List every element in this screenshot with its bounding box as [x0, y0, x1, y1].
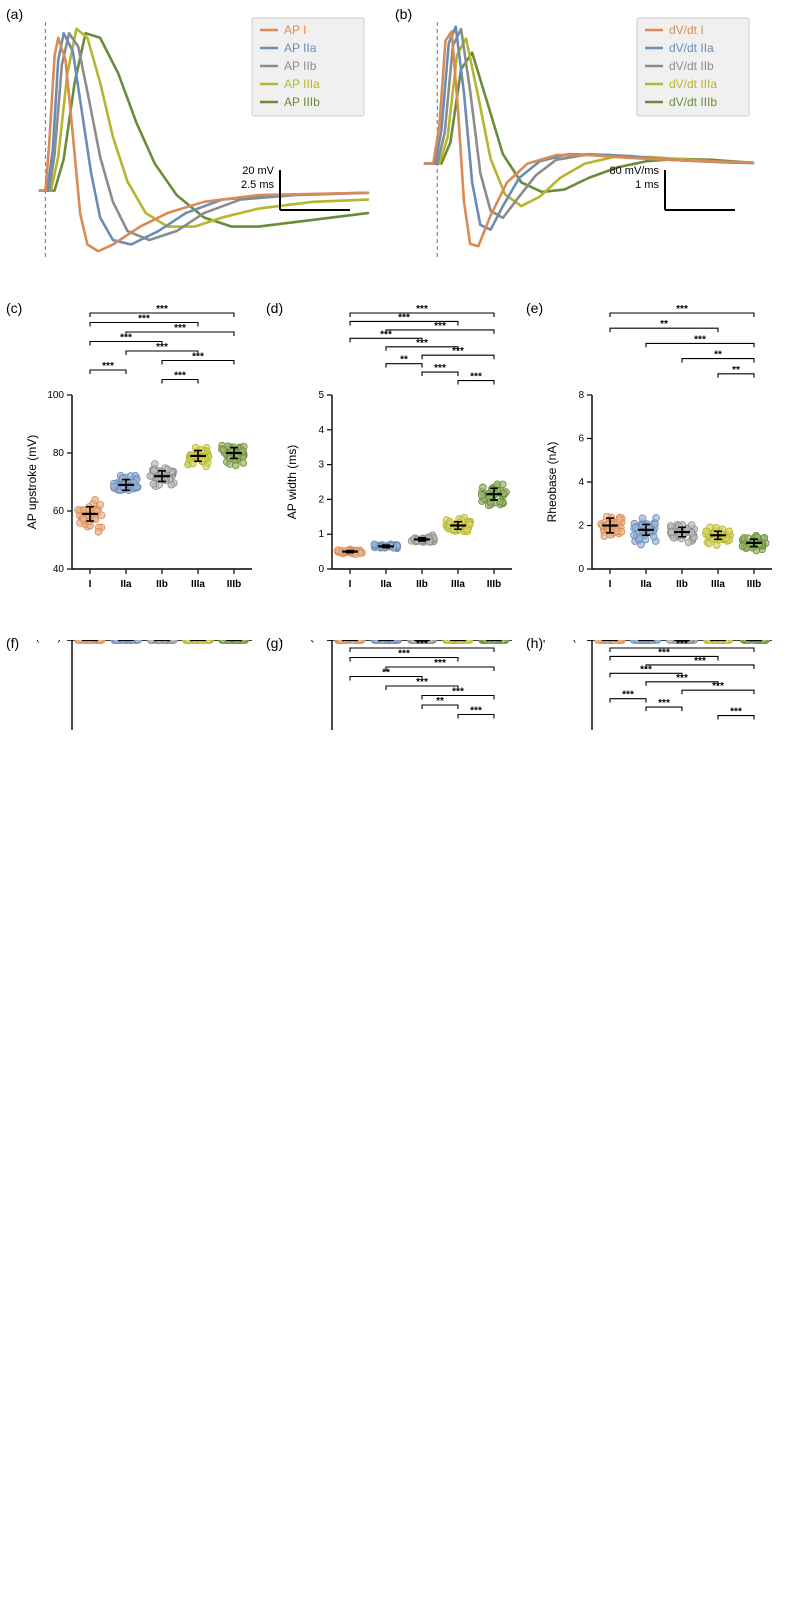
svg-text:***: *** — [676, 305, 688, 315]
svg-text:***: *** — [452, 346, 464, 357]
svg-text:80: 80 — [53, 448, 65, 459]
svg-text:**: ** — [660, 319, 668, 330]
strip-panel-d: 012345IIIaIIbIIIaIIIbAP width (ms)******… — [280, 305, 520, 605]
svg-text:***: *** — [434, 363, 446, 374]
svg-text:IIb: IIb — [676, 579, 688, 590]
svg-text:1 ms: 1 ms — [635, 179, 659, 191]
svg-text:**: ** — [714, 350, 722, 361]
svg-text:8: 8 — [578, 390, 584, 401]
svg-text:***: *** — [120, 333, 132, 344]
svg-text:I: I — [89, 579, 92, 590]
svg-text:**: ** — [732, 365, 740, 376]
strip-panel-e: 02468IIIaIIbIIIaIIIbRheobase (nA)*******… — [540, 305, 780, 605]
svg-text:***: *** — [156, 305, 168, 315]
svg-text:Rheobase (nA): Rheobase (nA) — [545, 442, 559, 523]
svg-text:***: *** — [380, 329, 392, 340]
svg-text:60: 60 — [53, 506, 65, 517]
svg-text:dV/dt IIa: dV/dt IIa — [669, 41, 714, 55]
svg-text:***: *** — [640, 664, 652, 675]
svg-text:***: *** — [712, 681, 724, 692]
svg-text:***: *** — [658, 647, 670, 658]
panel-label-f: (f) — [6, 635, 19, 651]
svg-text:***: *** — [416, 640, 428, 650]
svg-text:***: *** — [434, 321, 446, 332]
svg-text:IIIa: IIIa — [451, 579, 465, 590]
svg-text:***: *** — [416, 338, 428, 349]
svg-text:2: 2 — [578, 521, 584, 532]
svg-text:***: *** — [192, 352, 204, 363]
svg-text:AP IIa: AP IIa — [284, 41, 317, 55]
svg-text:***: *** — [156, 342, 168, 353]
svg-text:**: ** — [382, 668, 390, 679]
svg-text:3: 3 — [318, 460, 324, 471]
strip-panel-c: 406080100IIIaIIbIIIaIIIbAP upstroke (mV)… — [20, 305, 260, 605]
svg-text:20 mV: 20 mV — [242, 165, 274, 177]
svg-text:40: 40 — [53, 564, 65, 575]
svg-text:AP IIIa: AP IIIa — [284, 77, 320, 91]
svg-text:AP IIIb: AP IIIb — [284, 95, 320, 109]
svg-text:***: *** — [102, 361, 114, 372]
svg-text:IIb: IIb — [156, 579, 168, 590]
svg-text:***: *** — [398, 312, 410, 323]
svg-text:dV/dt IIIa: dV/dt IIIa — [669, 77, 717, 91]
trace-panel-b: dV/dt I dV/dt IIa dV/dt IIb dV/dt IIIa dV/dt… — [405, 10, 765, 270]
svg-text:80 mV/ms: 80 mV/ms — [609, 165, 659, 177]
svg-text:4: 4 — [318, 425, 324, 436]
svg-text:IIb: IIb — [416, 579, 428, 590]
svg-text:0: 0 — [578, 564, 584, 575]
svg-text:100: 100 — [47, 390, 64, 401]
svg-text:IIa: IIa — [640, 579, 652, 590]
svg-text:2: 2 — [318, 494, 324, 505]
svg-text:***: *** — [676, 640, 688, 650]
svg-text:IIIb: IIIb — [227, 579, 241, 590]
svg-text:I: I — [609, 579, 612, 590]
svg-text:***: *** — [694, 656, 706, 667]
trace-panel-a: AP I AP IIa AP IIb AP IIIa AP IIIb 20 mV 2.5 m… — [20, 10, 380, 270]
svg-text:***: *** — [174, 323, 186, 334]
svg-text:AP I: AP I — [284, 23, 306, 37]
svg-text:***: *** — [452, 687, 464, 698]
svg-text:AP upstroke (mV): AP upstroke (mV) — [25, 435, 39, 529]
strip-panel-h: 050100150200250IIIaIIbIIIaIIIbnegative d… — [540, 640, 780, 1610]
svg-text:I: I — [349, 579, 352, 590]
svg-text:IIa: IIa — [380, 579, 392, 590]
svg-text:dV/dt IIIb: dV/dt IIIb — [669, 95, 717, 109]
svg-text:***: *** — [470, 706, 482, 717]
svg-text:5: 5 — [318, 390, 324, 401]
svg-text:IIa: IIa — [120, 579, 132, 590]
svg-text:AP width (ms): AP width (ms) — [285, 445, 299, 519]
svg-text:***: *** — [416, 305, 428, 315]
svg-text:6: 6 — [578, 434, 584, 445]
svg-text:***: *** — [138, 314, 150, 325]
svg-text:***: *** — [676, 673, 688, 684]
svg-text:***: *** — [174, 371, 186, 382]
svg-text:0: 0 — [318, 564, 324, 575]
svg-text:IIIa: IIIa — [191, 579, 205, 590]
svg-text:***: *** — [622, 690, 634, 701]
svg-text:**: ** — [400, 355, 408, 366]
svg-text:***: *** — [730, 707, 742, 718]
svg-text:IIIa: IIIa — [711, 579, 725, 590]
svg-text:Threshold (mV): Threshold (mV) — [20, 640, 61, 643]
svg-text:dV/dt I: dV/dt I — [669, 23, 704, 37]
svg-text:***: *** — [434, 658, 446, 669]
svg-text:AP IIb: AP IIb — [284, 59, 317, 73]
svg-text:IIIb: IIIb — [747, 579, 761, 590]
svg-text:***: *** — [398, 649, 410, 660]
svg-text:4: 4 — [578, 477, 584, 488]
svg-text:IIIb: IIIb — [487, 579, 501, 590]
svg-text:***: *** — [694, 334, 706, 345]
strip-panel-g: 0100200300400500IIIaIIbIIIaIIIbpositive … — [280, 640, 520, 1610]
svg-text:dV/dt IIb: dV/dt IIb — [669, 59, 714, 73]
svg-text:***: *** — [658, 698, 670, 709]
figure-root: (a) (b) (c) (d) (e) (f) (g) (h) AP IAP I… — [0, 0, 786, 970]
strip-panel-f: -60-40-200IIIaIIbIIIaIIIbThreshold (mV) — [20, 640, 260, 1610]
svg-text:1: 1 — [318, 529, 324, 540]
svg-text:***: *** — [470, 372, 482, 383]
svg-text:***: *** — [416, 677, 428, 688]
svg-text:**: ** — [436, 696, 444, 707]
svg-text:2.5 ms: 2.5 ms — [241, 179, 275, 191]
